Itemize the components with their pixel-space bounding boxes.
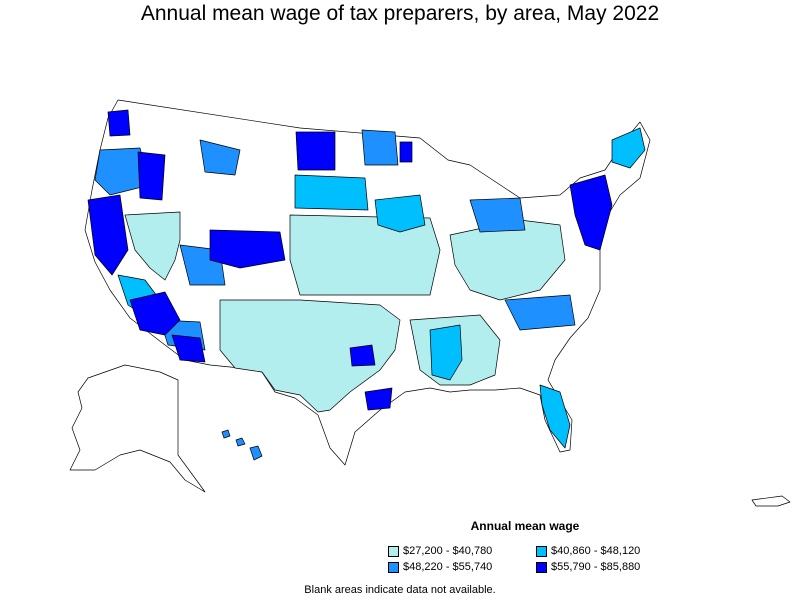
region-north-dakota: [294, 174, 369, 211]
region-arizona: [129, 291, 181, 336]
region-northern-california: [87, 194, 129, 276]
puerto-rico: [751, 495, 791, 507]
region-mississippi-valley: [429, 324, 463, 381]
region-upper-midwest: [374, 194, 426, 233]
region-minnesota-north: [399, 141, 413, 163]
region-minnesota-east: [361, 129, 399, 166]
legend-label-tier2: $40,860 - $48,120: [551, 545, 641, 557]
region-idaho-montana: [199, 139, 241, 176]
region-idaho-central: [137, 151, 166, 201]
legend-swatch-tier1: [388, 545, 399, 557]
region-carolinas: [504, 294, 576, 331]
region-oregon: [94, 147, 151, 196]
region-appalachia: [449, 219, 566, 301]
region-north-dakota-west: [295, 131, 336, 171]
hawaii-islands: [221, 429, 263, 461]
region-utah-colorado: [209, 229, 286, 269]
legend-item-tier4: $55,790 - $85,880: [536, 561, 684, 573]
legend: $27,200 - $40,780 $40,860 - $48,120 $48,…: [388, 545, 688, 573]
region-new-england: [611, 127, 646, 169]
alaska-outline: [69, 364, 206, 493]
region-washington-seattle: [107, 109, 131, 137]
region-houston-texas: [349, 344, 376, 367]
region-northeast-corridor: [569, 174, 613, 251]
region-texas-plains: [219, 299, 401, 413]
region-ohio-valley: [469, 197, 526, 233]
legend-label-tier4: $55,790 - $85,880: [551, 561, 641, 573]
region-phoenix-tucson: [171, 334, 206, 363]
legend-item-tier2: $40,860 - $48,120: [536, 545, 684, 557]
region-kansas-plains: [289, 214, 441, 296]
legend-item-tier3: $48,220 - $55,740: [388, 561, 536, 573]
map-title: Annual mean wage of tax preparers, by ar…: [140, 2, 660, 25]
legend-swatch-tier2: [536, 545, 547, 557]
region-gulf-coast: [364, 387, 393, 411]
region-nevada: [124, 211, 181, 281]
legend-label-tier3: $48,220 - $55,740: [403, 561, 493, 573]
legend-swatch-tier4: [536, 561, 547, 573]
legend-item-tier1: $27,200 - $40,780: [388, 545, 536, 557]
legend-swatch-tier3: [388, 561, 399, 573]
legend-label-tier1: $27,200 - $40,780: [403, 545, 493, 557]
legend-title: Annual mean wage: [470, 519, 580, 533]
region-florida: [539, 384, 571, 449]
blank-areas-note: Blank areas indicate data not available.: [304, 584, 496, 596]
